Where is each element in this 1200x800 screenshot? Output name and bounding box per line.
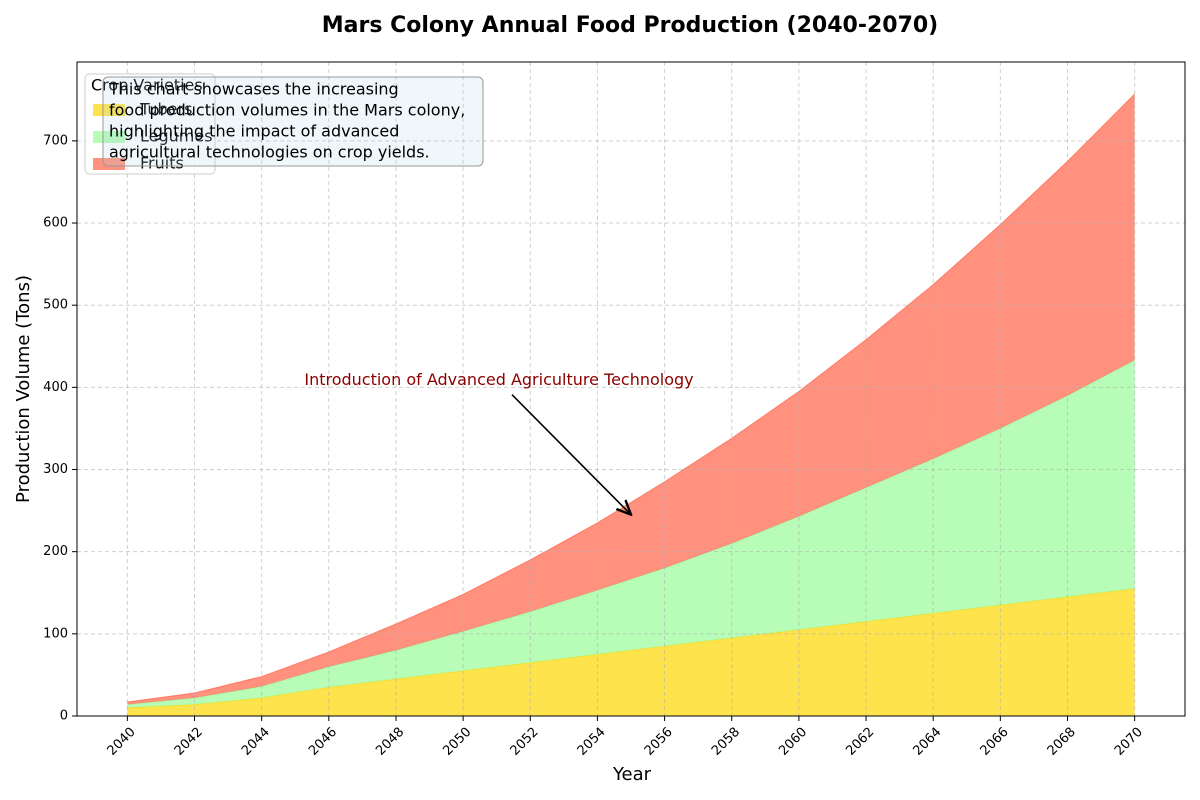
legend-title: Crop Varieties bbox=[91, 76, 203, 95]
annotation-arrow bbox=[511, 394, 631, 515]
legend-frame bbox=[84, 73, 216, 175]
y-tick-label: 300 bbox=[43, 462, 68, 477]
y-tick-label: 700 bbox=[43, 133, 68, 148]
x-axis-label: Year bbox=[612, 764, 652, 785]
legend-label: Fruits bbox=[140, 154, 184, 173]
legend-swatch bbox=[93, 131, 125, 143]
y-axis-label: Production Volume (Tons) bbox=[13, 275, 34, 503]
note-line: food production volumes in the Mars colo… bbox=[109, 101, 465, 120]
note-box bbox=[102, 76, 484, 167]
y-tick-label: 0 bbox=[60, 709, 68, 724]
legend-swatch bbox=[93, 104, 125, 116]
legend-label: Legumes bbox=[140, 127, 213, 146]
y-tick-label: 500 bbox=[43, 298, 68, 313]
annotation-text: Introduction of Advanced Agriculture Tec… bbox=[304, 370, 693, 389]
y-tick-label: 400 bbox=[43, 380, 68, 395]
plot-frame bbox=[76, 61, 1186, 717]
note-line: agricultural technologies on crop yields… bbox=[109, 143, 430, 162]
legend-label: Tubers bbox=[139, 100, 192, 119]
chart-title: Mars Colony Annual Food Production (2040… bbox=[322, 13, 938, 38]
y-tick-label: 200 bbox=[43, 544, 68, 559]
y-tick-label: 600 bbox=[43, 216, 68, 231]
legend-swatch bbox=[93, 158, 125, 170]
note-line: This chart showcases the increasing bbox=[108, 80, 399, 99]
y-tick-label: 100 bbox=[43, 626, 68, 641]
area-fill bbox=[127, 588, 1135, 716]
note-line: highlighting the impact of advanced bbox=[109, 122, 399, 141]
